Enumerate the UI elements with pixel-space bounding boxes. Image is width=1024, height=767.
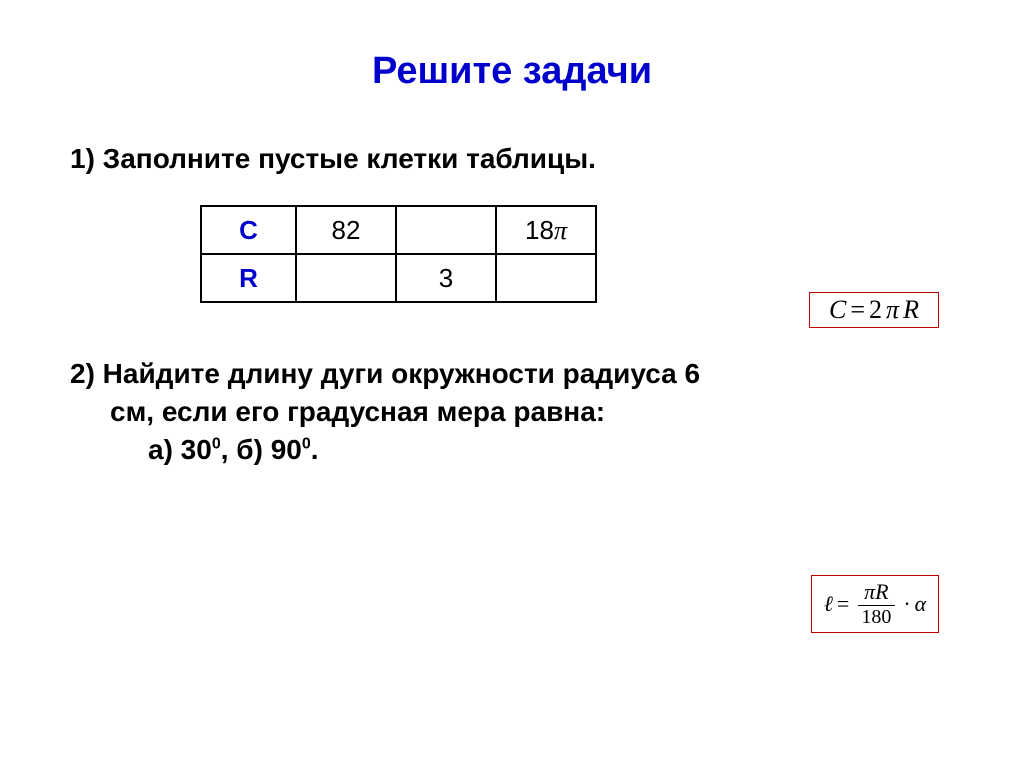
t2a: а) 30 bbox=[148, 434, 212, 465]
data-table: C 82 18π R 3 bbox=[200, 205, 597, 303]
cell-c1: 82 bbox=[296, 206, 396, 254]
formula-arc-length: ℓ = πR 180 · α bbox=[811, 575, 939, 633]
f1-two: 2 bbox=[869, 295, 882, 325]
task1-text: 1) Заполните пустые клетки таблицы. bbox=[70, 143, 954, 175]
task2-line3: а) 300, б) 900. bbox=[70, 434, 954, 466]
f2-fraction: πR 180 bbox=[855, 580, 897, 627]
t2end: . bbox=[311, 434, 319, 465]
cell-c3: 18π bbox=[496, 206, 596, 254]
f2-dot: · bbox=[903, 591, 910, 617]
row-label-c: C bbox=[201, 206, 296, 254]
row-label-r: R bbox=[201, 254, 296, 302]
formula-circumference: C = 2πR bbox=[809, 292, 939, 328]
cell-r2: 3 bbox=[396, 254, 496, 302]
f1-c: C bbox=[829, 295, 846, 325]
task2-line1: 2) Найдите длину дуги окружности радиуса… bbox=[70, 358, 954, 390]
sup-b: 0 bbox=[302, 436, 311, 453]
f2-ell: ℓ bbox=[824, 591, 833, 617]
title-text: Решите задачи bbox=[372, 50, 652, 92]
f2-alpha: α bbox=[915, 591, 927, 617]
f2-num: πR bbox=[858, 580, 894, 605]
f1-r: R bbox=[903, 295, 919, 325]
f1-eq: = bbox=[850, 295, 865, 325]
f2-den: 180 bbox=[855, 606, 897, 628]
f2-r: R bbox=[875, 579, 888, 604]
f2-pi: π bbox=[864, 579, 875, 604]
sup-a: 0 bbox=[212, 436, 221, 453]
page-title: Решите задачи bbox=[70, 50, 954, 93]
table-row: R 3 bbox=[201, 254, 596, 302]
table-container: C 82 18π R 3 bbox=[200, 205, 954, 303]
cell-r1 bbox=[296, 254, 396, 302]
task2-line2: см, если его градусная мера равна: bbox=[70, 396, 954, 428]
cell-r3 bbox=[496, 254, 596, 302]
t2b: , б) 90 bbox=[221, 434, 302, 465]
cell-c2 bbox=[396, 206, 496, 254]
table-row: C 82 18π bbox=[201, 206, 596, 254]
f1-pi: π bbox=[886, 295, 899, 325]
f2-eq: = bbox=[837, 591, 849, 617]
